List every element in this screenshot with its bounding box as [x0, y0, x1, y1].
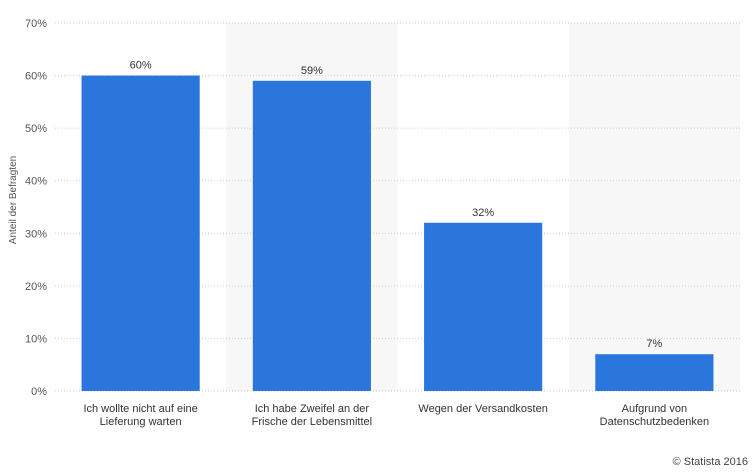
band-3: [568, 23, 740, 391]
y-tick-40: 40%: [25, 176, 47, 188]
category-label-line: Ich wollte nicht auf eine: [83, 403, 197, 415]
category-label-3: Aufgrund von Datenschutzbedenken: [600, 403, 709, 428]
y-tick-50: 50%: [25, 123, 47, 135]
y-tick-70: 70%: [25, 18, 47, 30]
bar-1: [252, 80, 371, 391]
category-label-2: Wegen der Versandkosten: [418, 403, 547, 415]
bar-3: [595, 354, 714, 391]
data-labels: 60% 59% 32% 7%: [130, 60, 663, 351]
category-label-1: Ich habe Zweifel an der Frische der Leben…: [252, 403, 372, 428]
y-tick-20: 20%: [25, 281, 47, 293]
category-label-line: Ich habe Zweifel an der: [255, 403, 370, 415]
data-label-3: 7%: [646, 338, 662, 350]
category-label-line: Datenschutzbedenken: [600, 416, 709, 428]
category-label-line: Frische der Lebensmittel: [252, 416, 372, 428]
y-axis-label: Anteil der Befragten: [8, 156, 19, 244]
y-tick-60: 60%: [25, 71, 47, 83]
bar-0: [81, 75, 200, 392]
category-label-0: Ich wollte nicht auf eine Lieferung warte…: [83, 403, 197, 428]
statista-credit: © Statista 2016: [672, 456, 748, 468]
category-label-line: Aufgrund von: [622, 403, 687, 415]
y-axis-ticks: 0% 10% 20% 30% 40% 50% 60% 70%: [25, 18, 47, 398]
category-label-line: Wegen der Versandkosten: [418, 403, 547, 415]
bars: [81, 75, 714, 392]
y-tick-30: 30%: [25, 228, 47, 240]
y-tick-0: 0%: [31, 386, 47, 398]
bar-2: [424, 222, 543, 391]
category-label-line: Lieferung warten: [100, 416, 182, 428]
data-label-1: 59%: [301, 65, 323, 77]
category-labels: Ich wollte nicht auf eine Lieferung warte…: [83, 403, 709, 428]
data-label-2: 32%: [472, 207, 494, 219]
y-tick-10: 10%: [25, 333, 47, 345]
data-label-0: 60%: [130, 60, 152, 72]
